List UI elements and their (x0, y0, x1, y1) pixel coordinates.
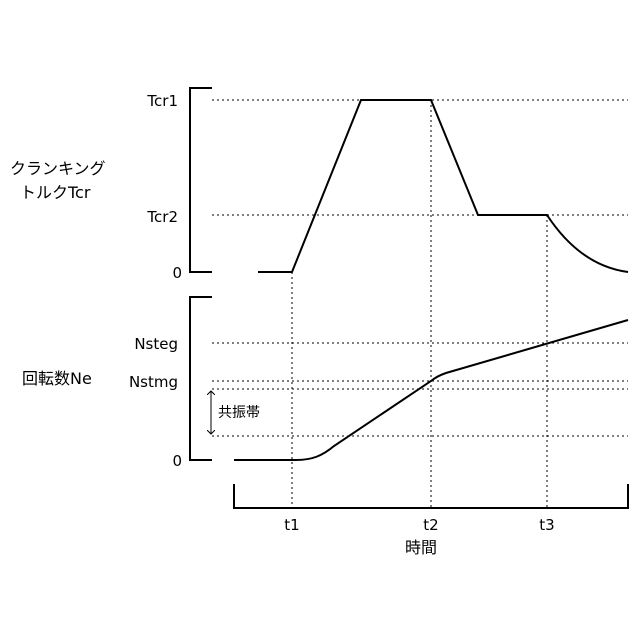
torque-panel: クランキング トルクTcr Tcr1 Tcr2 0 (10, 88, 628, 282)
resonance-band-label: 共振帯 (218, 405, 260, 421)
speed-panel: 回転数Ne Nsteg Nstmg 0 共振帯 (22, 297, 628, 470)
speed-axis (190, 297, 212, 460)
time-axis-label: 時間 (405, 538, 437, 557)
time-markers (292, 100, 547, 508)
torque-zero-label: 0 (172, 264, 182, 282)
tcr2-level-label: Tcr2 (146, 208, 178, 226)
torque-ylabel-line2: トルクTcr (20, 183, 91, 202)
torque-ylabel-line1: クランキング (10, 159, 106, 178)
t1-tick-label: t1 (284, 516, 299, 534)
torque-axis (190, 88, 212, 272)
tcr1-level-label: Tcr1 (146, 92, 178, 110)
torque-curve (258, 100, 628, 272)
nsteg-level-label: Nsteg (134, 335, 178, 353)
nstmg-level-label: Nstmg (129, 373, 178, 391)
t3-tick-label: t3 (539, 516, 554, 534)
time-axis: t1 t2 t3 時間 (234, 484, 628, 557)
speed-ylabel: 回転数Ne (22, 369, 92, 388)
speed-zero-label: 0 (172, 452, 182, 470)
t2-tick-label: t2 (423, 516, 438, 534)
